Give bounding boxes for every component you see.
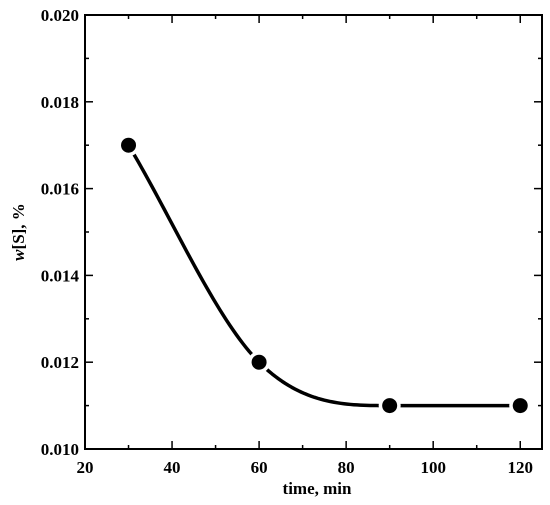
y-tick-label: 0.016 <box>41 180 79 199</box>
y-tick-label: 0.018 <box>41 93 79 112</box>
data-layer <box>117 134 532 417</box>
x-tick-label: 100 <box>420 458 446 477</box>
x-tick-label: 40 <box>164 458 181 477</box>
y-axis-title: w[S], % <box>9 203 28 261</box>
x-tick-label: 60 <box>251 458 268 477</box>
x-tick-label: 80 <box>338 458 355 477</box>
y-axis-title-italic: w <box>9 249 28 261</box>
y-tick-label: 0.020 <box>41 6 79 25</box>
y-tick-label: 0.010 <box>41 440 79 459</box>
series-line <box>127 144 521 408</box>
data-point <box>121 137 137 153</box>
data-point <box>512 398 528 414</box>
plot-frame <box>84 14 543 450</box>
x-tick-label: 120 <box>507 458 533 477</box>
x-tick-label: 20 <box>77 458 94 477</box>
y-tick-label: 0.014 <box>41 266 80 285</box>
data-point <box>382 398 398 414</box>
axes: 20 40 60 80 100 120 0.010 0.012 0.014 0.016 0.018 0… <box>41 6 543 477</box>
data-point <box>251 354 267 370</box>
y-tick-label: 0.012 <box>41 353 79 372</box>
x-axis-title: time, min <box>283 479 352 498</box>
y-axis-title-rest: [S], % <box>9 203 28 249</box>
